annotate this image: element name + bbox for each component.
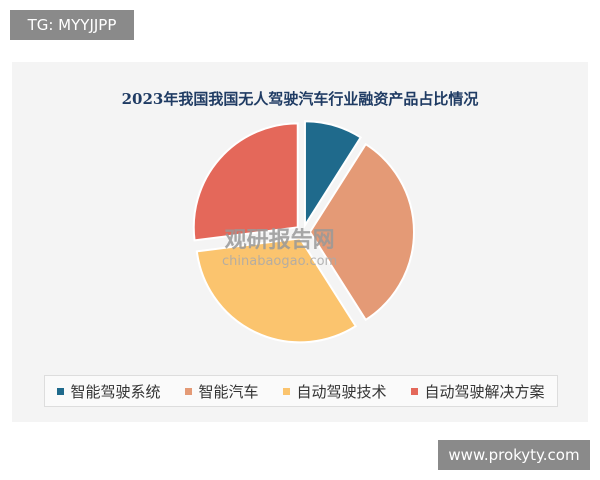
- legend-label: 智能汽车: [198, 382, 259, 401]
- watermark-cn: 观研报告网: [224, 228, 335, 253]
- legend-item: 自动驾驶解决方案: [411, 381, 545, 402]
- legend-item: 智能驾驶系统: [57, 381, 161, 402]
- pie-slice-0: [303, 120, 363, 229]
- legend-label: 自动驾驶解决方案: [424, 382, 545, 401]
- chart-title: 2023年我国我国无人驾驶汽车行业融资产品占比情况: [121, 90, 479, 108]
- legend-swatch: [411, 387, 419, 395]
- site-badge: www.prokyty.com: [438, 440, 590, 470]
- legend-label: 智能驾驶系统: [70, 382, 161, 401]
- legend: 智能驾驶系统 智能汽车 自动驾驶技术 自动驾驶解决方案: [44, 375, 558, 407]
- overlay-tag: TG: MYYJJPP: [10, 10, 134, 40]
- legend-swatch: [57, 387, 65, 395]
- pie-slice-2: [195, 237, 358, 344]
- legend-swatch: [185, 387, 193, 395]
- watermark: 观研报告网 chinabaogao.com: [222, 222, 337, 269]
- legend-label: 自动驾驶技术: [296, 382, 387, 401]
- watermark-en: chinabaogao.com: [222, 254, 338, 269]
- pie-slice-3: [192, 122, 299, 242]
- pie-slice-1: [308, 142, 415, 322]
- legend-item: 自动驾驶技术: [283, 381, 387, 402]
- legend-item: 智能汽车: [185, 381, 259, 402]
- legend-swatch: [283, 387, 291, 395]
